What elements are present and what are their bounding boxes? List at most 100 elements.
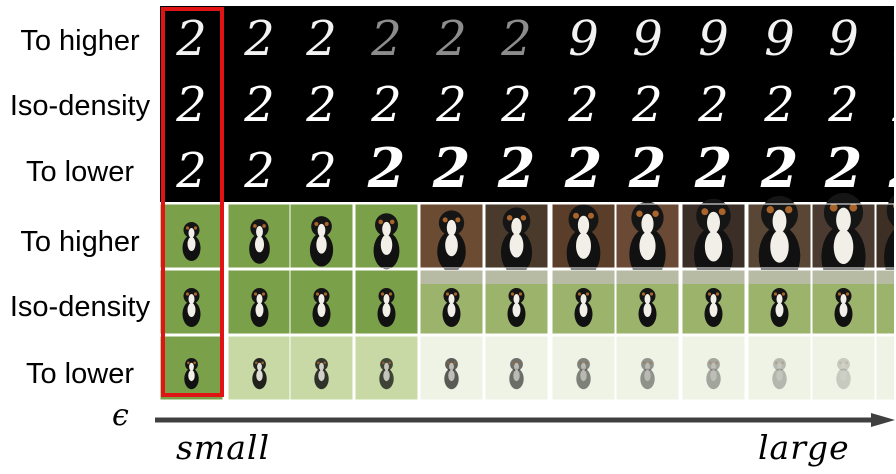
axis-end-label: large <box>758 428 850 467</box>
digit-sample: 2 <box>876 136 894 202</box>
svg-text:2: 2 <box>628 136 667 200</box>
dog-sample <box>484 335 549 400</box>
svg-text:2: 2 <box>891 77 894 133</box>
row-label: To higher <box>20 25 140 57</box>
digit-sample: 2 <box>748 72 811 136</box>
svg-text:9: 9 <box>828 11 859 67</box>
svg-text:9: 9 <box>892 11 894 67</box>
dog-sample <box>811 269 876 335</box>
digit-sample: 2 <box>228 72 291 136</box>
digit-sample: 2 <box>812 136 875 202</box>
svg-text:2: 2 <box>175 77 207 133</box>
svg-text:2: 2 <box>694 136 733 200</box>
svg-text:9: 9 <box>568 11 599 67</box>
digit-sample: 2 <box>682 72 745 136</box>
digit-sample: 2 <box>355 6 418 70</box>
svg-text:2: 2 <box>888 136 894 200</box>
svg-text:9: 9 <box>698 11 729 67</box>
digit-sample: 2 <box>228 6 291 70</box>
dog-sample <box>227 203 292 269</box>
svg-text:2: 2 <box>370 11 402 67</box>
digit-sample: 2 <box>355 136 418 202</box>
digit-sample: 9 <box>552 6 615 70</box>
dog-sample <box>615 335 680 400</box>
digit-sample: 2 <box>748 136 811 202</box>
dog-sample <box>160 269 224 335</box>
dog-sample <box>811 192 876 289</box>
svg-text:2: 2 <box>305 77 337 133</box>
dog-sample <box>747 269 812 335</box>
digit-sample: 9 <box>876 6 894 70</box>
digit-sample: 2 <box>420 72 483 136</box>
dog-sample <box>354 269 419 335</box>
dog-sample <box>484 203 549 275</box>
dog-sample <box>419 269 484 335</box>
svg-text:2: 2 <box>760 136 799 200</box>
dog-sample <box>551 203 616 278</box>
svg-text:2: 2 <box>243 77 275 133</box>
digit-sample: 2 <box>876 72 894 136</box>
dog-sample <box>875 335 894 400</box>
digit-sample: 9 <box>616 6 679 70</box>
digit-sample: 2 <box>812 72 875 136</box>
digit-sample: 2 <box>160 72 223 136</box>
dog-sample <box>747 335 812 400</box>
svg-text:2: 2 <box>243 11 275 67</box>
dog-sample <box>875 269 894 335</box>
digit-sample: 2 <box>616 72 679 136</box>
dog-sample <box>615 201 680 281</box>
row-label: To higher <box>20 226 140 258</box>
dog-sample <box>681 198 746 284</box>
dog-sample <box>484 269 549 335</box>
digit-sample: 9 <box>748 6 811 70</box>
svg-text:2: 2 <box>631 77 663 133</box>
svg-text:2: 2 <box>500 77 532 133</box>
dog-sample <box>681 335 746 400</box>
epsilon-axis-arrow <box>155 413 895 427</box>
dog-sample <box>160 335 224 400</box>
digit-sample: 2 <box>485 6 548 70</box>
svg-text:2: 2 <box>567 77 599 133</box>
svg-text:2: 2 <box>305 11 337 67</box>
digit-sample: 2 <box>552 72 615 136</box>
row-label: Iso-density <box>9 90 151 122</box>
dog-sample <box>289 203 354 269</box>
svg-text:2: 2 <box>370 77 402 133</box>
axis-start-label: small <box>176 428 271 467</box>
svg-text:2: 2 <box>435 77 467 133</box>
digit-sample: 2 <box>290 138 353 202</box>
svg-text:2: 2 <box>697 77 729 133</box>
digit-sample: 2 <box>355 72 418 136</box>
dog-sample <box>354 335 419 400</box>
dog-sample <box>227 269 292 335</box>
digit-sample: 2 <box>485 72 548 136</box>
dog-sample <box>227 335 292 400</box>
digit-sample: 2 <box>160 6 223 70</box>
dog-sample <box>289 335 354 400</box>
svg-text:2: 2 <box>824 136 863 200</box>
dog-sample <box>354 203 419 270</box>
digit-sample: 2 <box>485 136 548 202</box>
digit-sample: 2 <box>682 136 745 202</box>
digit-sample: 2 <box>420 136 483 202</box>
svg-text:2: 2 <box>564 136 603 200</box>
svg-text:2: 2 <box>435 11 467 67</box>
sample-grid: 222222999999222222222222222222222222 <box>160 6 894 400</box>
row-label: Iso-density <box>9 291 151 323</box>
svg-text:2: 2 <box>367 136 406 200</box>
dog-sample <box>419 335 484 400</box>
svg-text:2: 2 <box>175 11 207 67</box>
digit-sample: 2 <box>616 136 679 202</box>
svg-text:2: 2 <box>500 11 532 67</box>
digit-sample: 9 <box>682 6 745 70</box>
dog-sample <box>681 269 746 335</box>
dog-sample <box>615 269 680 335</box>
svg-text:9: 9 <box>764 11 795 67</box>
dog-sample <box>551 335 616 400</box>
digit-sample: 9 <box>812 6 875 70</box>
dog-sample <box>551 269 616 335</box>
digit-sample: 2 <box>290 6 353 70</box>
dog-sample <box>160 203 224 269</box>
row-label: To lower <box>26 358 134 390</box>
